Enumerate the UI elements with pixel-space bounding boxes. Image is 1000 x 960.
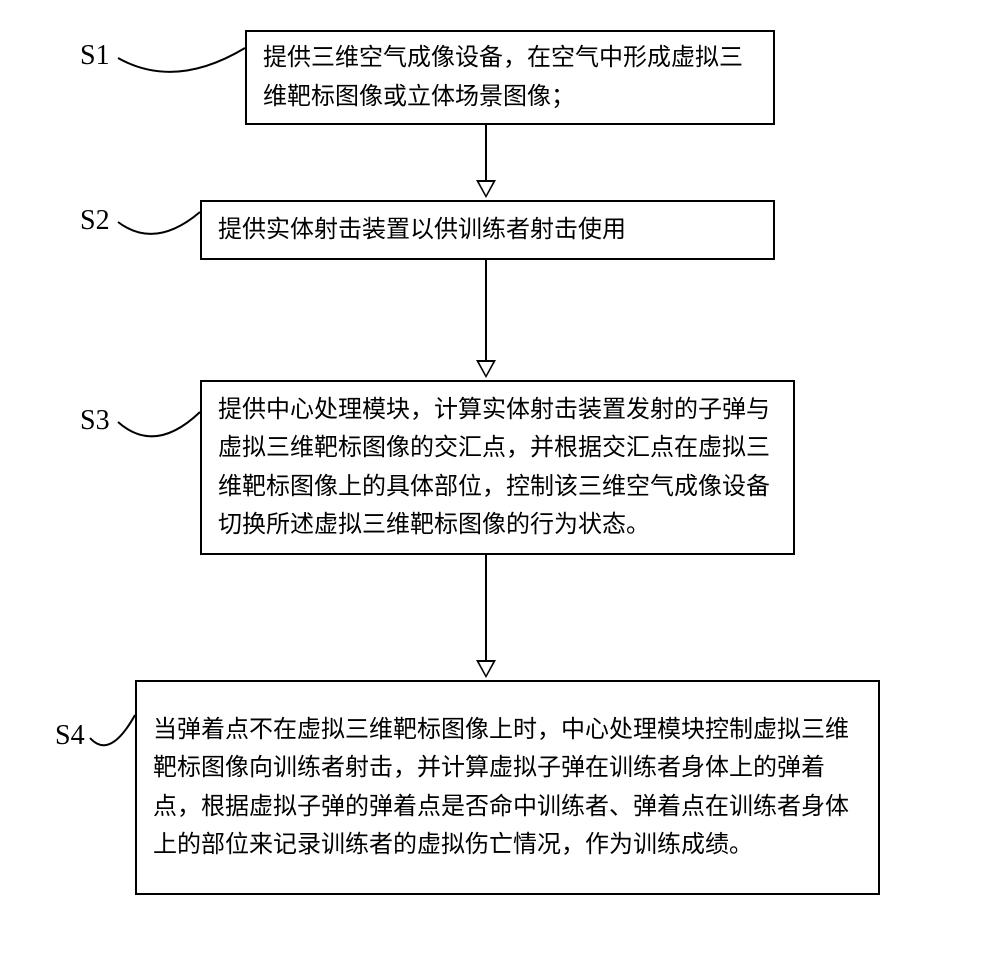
flowchart-container: S1 提供三维空气成像设备，在空气中形成虚拟三维靶标图像或立体场景图像； S2 …	[0, 0, 1000, 960]
step-text-s4: 当弹着点不在虚拟三维靶标图像上时，中心处理模块控制虚拟三维靶标图像向训练者射击，…	[153, 711, 862, 865]
step-node-s4: 当弹着点不在虚拟三维靶标图像上时，中心处理模块控制虚拟三维靶标图像向训练者射击，…	[135, 680, 880, 895]
